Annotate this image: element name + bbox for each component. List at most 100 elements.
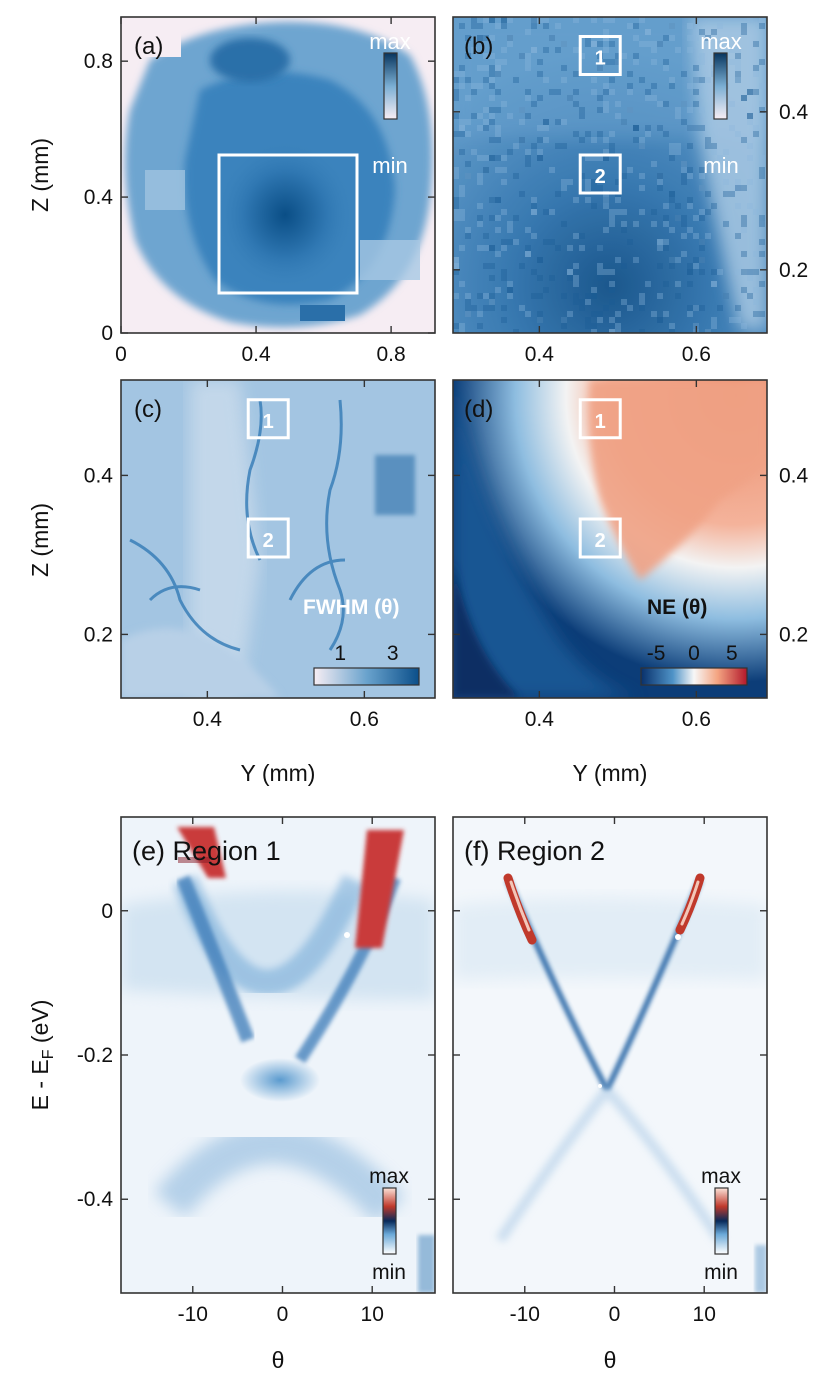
panel-b-pixel (477, 323, 483, 329)
panel-b-pixel (615, 329, 621, 333)
panel-b-pixel (747, 89, 753, 95)
panel-b-pixel (495, 251, 501, 257)
panel-b-pixel (567, 245, 573, 251)
panel-b-pixel (597, 155, 603, 161)
panel-b-pixel (519, 119, 525, 125)
panel-b-pixel (489, 299, 495, 305)
panel-b-pixel (669, 257, 675, 263)
panel-d-xtick-label: 0.4 (525, 708, 555, 731)
panel-b-pixel (753, 71, 759, 77)
panel-b-pixel (465, 233, 471, 239)
panel-b-pixel (453, 203, 459, 209)
panel-b-pixel (645, 29, 651, 35)
panel-b-pixel (687, 203, 693, 209)
panel-b-pixel (537, 71, 543, 77)
panel-d-colorbar-tick: -5 (647, 642, 666, 665)
panel-a-ylabel: Z (mm) (27, 138, 53, 212)
panel-f-xtick-label: -10 (510, 1303, 540, 1326)
panel-b-pixel (759, 221, 765, 227)
panel-b-pixel (543, 17, 549, 23)
panel-b-pixel (453, 95, 459, 101)
panel-b-pixel (597, 275, 603, 281)
panel-b-pixel (483, 77, 489, 83)
panel-b-pixel (651, 161, 657, 167)
panel-b-pixel (561, 323, 567, 329)
panel-b-pixel (675, 113, 681, 119)
panel-e-ytick-label: 0 (101, 900, 113, 923)
panel-b-pixel (459, 245, 465, 251)
panel-b-pixel (687, 107, 693, 113)
panel-b-pixel (603, 83, 609, 89)
panel-d-colorbar-title: NE (θ) (647, 596, 707, 619)
panel-b-pixel (459, 83, 465, 89)
panel-b-pixel (483, 263, 489, 269)
panel-b-pixel (579, 113, 585, 119)
panel-b-pixel (609, 215, 615, 221)
panel-b-pixel (639, 173, 645, 179)
panel-b-pixel (519, 263, 525, 269)
panel-b-pixel (687, 23, 693, 29)
panel-b-pixel (477, 35, 483, 41)
panel-b-pixel (489, 197, 495, 203)
panel-b-pixel (501, 167, 507, 173)
panel-b-pixel (663, 215, 669, 221)
panel-e-ylabel: E - EF (eV) (27, 1000, 57, 1111)
panel-b-pixel (657, 317, 663, 323)
panel-b-pixel (735, 305, 741, 311)
panel-b-pixel (741, 23, 747, 29)
panel-b-pixel (615, 323, 621, 329)
panel-b-pixel (735, 77, 741, 83)
panel-b-pixel (507, 287, 513, 293)
panel-b-pixel (621, 53, 627, 59)
panel-b-pixel (753, 269, 759, 275)
panel-b-pixel (609, 299, 615, 305)
panel-b-pixel (609, 59, 615, 65)
panel-b-pixel (489, 245, 495, 251)
panel-f-label: (f) Region 2 (464, 836, 605, 866)
panel-b-pixel (489, 275, 495, 281)
panel-b-pixel (609, 41, 615, 47)
panel-b-pixel (633, 125, 639, 131)
panel-b-pixel (735, 185, 741, 191)
panel-b-pixel (453, 167, 459, 173)
panel-b-pixel (687, 173, 693, 179)
panel-b-pixel (621, 173, 627, 179)
panel-b-pixel (621, 119, 627, 125)
panel-b-pixel (591, 293, 597, 299)
panel-b-pixel (543, 239, 549, 245)
panel-b-pixel (591, 287, 597, 293)
panel-b-pixel (717, 23, 723, 29)
panel-b-pixel (525, 59, 531, 65)
panel-b-pixel (501, 209, 507, 215)
panel-b-pixel (735, 47, 741, 53)
panel-b-pixel (579, 233, 585, 239)
panel-b-pixel (627, 89, 633, 95)
panel-c-xlabel: Y (mm) (241, 760, 316, 786)
panel-b-pixel (555, 191, 561, 197)
panel-f: (f) Region 2 max min -10 0 10 (452, 816, 768, 1326)
panel-b-pixel (747, 203, 753, 209)
panel-b-pixel (465, 311, 471, 317)
panel-b-pixel (675, 257, 681, 263)
panel-b-pixel (507, 281, 513, 287)
panel-b-pixel (729, 59, 735, 65)
panel-b-pixel (639, 329, 645, 333)
panel-b-pixel (519, 191, 525, 197)
panel-b-pixel (453, 71, 459, 77)
panel-b-pixel (453, 263, 459, 269)
panel-b-pixel (465, 173, 471, 179)
panel-b-pixel (747, 269, 753, 275)
panel-c-frame (120, 379, 436, 699)
panel-b-pixel (639, 299, 645, 305)
panel-b-pixel (501, 17, 507, 23)
panel-f-colorbar-min: min (704, 1261, 738, 1284)
panel-b-pixel (465, 53, 471, 59)
panel-b-pixel (735, 203, 741, 209)
panel-b-pixel (573, 131, 579, 137)
panel-b-pixel (627, 167, 633, 173)
panel-b-pixel (495, 131, 501, 137)
panel-b-pixel (717, 269, 723, 275)
panel-b-pixel (525, 155, 531, 161)
panel-b-pixel (561, 185, 567, 191)
panel-b-pixel (597, 185, 603, 191)
